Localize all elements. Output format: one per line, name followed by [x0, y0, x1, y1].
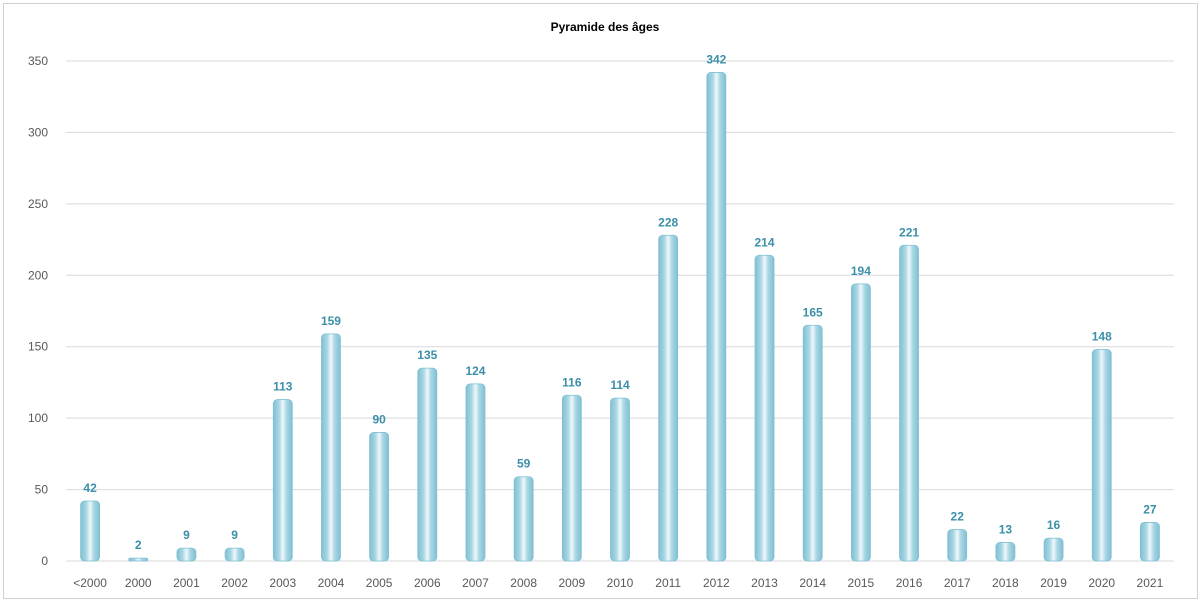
data-label-2011: 228 [658, 215, 678, 229]
x-tick-label-2013: 2013 [751, 576, 778, 590]
data-label-2005: 90 [372, 412, 386, 426]
x-tick-label-<2000: <2000 [73, 576, 107, 590]
data-label-2017: 22 [951, 510, 965, 524]
x-tick-label-2021: 2021 [1137, 576, 1164, 590]
x-tick-label-2011: 2011 [655, 576, 681, 590]
data-label-2020: 148 [1092, 330, 1112, 344]
y-tick-label: 0 [41, 554, 48, 568]
x-tick-label-2002: 2002 [221, 576, 248, 590]
data-label-2012: 342 [706, 52, 726, 66]
x-tick-label-2017: 2017 [944, 576, 971, 590]
bar-2005 [369, 432, 390, 562]
data-label-2008: 59 [517, 457, 531, 471]
y-tick-label: 100 [28, 411, 48, 425]
x-tick-label-2016: 2016 [896, 576, 923, 590]
bar-2010 [610, 397, 630, 562]
x-axis-ticks: <2000 2000 2001 2002 2003 2004 2005 2006 2007 200… [73, 576, 1163, 590]
bar-2007 [465, 383, 486, 562]
bar-2019 [1043, 537, 1064, 562]
bar-2016 [899, 244, 919, 562]
data-label-<2000: 42 [83, 481, 97, 495]
bar-2012 [706, 72, 727, 562]
x-tick-label-2004: 2004 [318, 576, 345, 590]
y-tick-label: 250 [28, 197, 48, 211]
data-label-2007: 124 [465, 364, 485, 378]
data-label-2013: 214 [755, 235, 775, 249]
x-tick-label-2000: 2000 [125, 576, 152, 590]
data-label-2001: 9 [183, 528, 190, 542]
bar-2008 [513, 476, 534, 562]
bar-2017 [947, 529, 968, 562]
data-labels: 42 2 9 9 113 159 90 135 124 59 116 114 228 342 214 165 1… [83, 52, 1157, 552]
bar-2000 [128, 557, 149, 562]
y-tick-label: 150 [28, 340, 48, 354]
x-tick-label-2007: 2007 [462, 576, 489, 590]
chart-svg: Pyramide des âges 050100150200250300350 … [28, 20, 1174, 590]
x-tick-label-2015: 2015 [848, 576, 875, 590]
x-tick-label-2005: 2005 [366, 576, 393, 590]
x-tick-label-2012: 2012 [703, 576, 730, 590]
data-label-2021: 27 [1143, 502, 1157, 516]
data-label-2014: 165 [803, 305, 823, 319]
x-tick-label-2009: 2009 [558, 576, 585, 590]
x-tick-label-2003: 2003 [269, 576, 296, 590]
chart-title: Pyramide des âges [551, 20, 660, 34]
data-label-2018: 13 [999, 522, 1013, 536]
x-tick-label-2010: 2010 [607, 576, 634, 590]
chart-frame: Pyramide des âges 0 50 100 150 200 250 300 350 … [3, 3, 1198, 599]
bar-<2000 [80, 500, 100, 562]
bar-2004 [321, 333, 341, 562]
bar-2011 [658, 234, 679, 562]
x-tick-label-2008: 2008 [510, 576, 537, 590]
bar-2020 [1091, 349, 1112, 562]
x-tick-label-2006: 2006 [414, 576, 441, 590]
y-tick-label: 350 [28, 54, 48, 68]
data-label-2019: 16 [1047, 518, 1061, 532]
bars [80, 72, 1160, 562]
data-label-2009: 116 [562, 375, 582, 389]
data-label-2006: 135 [417, 348, 437, 362]
x-tick-label-2001: 2001 [173, 576, 200, 590]
y-tick-label: 300 [28, 125, 48, 139]
bar-2021 [1140, 522, 1160, 562]
bar-2001 [176, 547, 197, 562]
data-label-2010: 114 [610, 378, 630, 392]
bar-2013 [754, 254, 775, 562]
y-axis-ticks: 0 50 100 150 200 250 300 350 [28, 54, 48, 568]
x-tick-label-2020: 2020 [1088, 576, 1115, 590]
bar-2003 [272, 399, 293, 562]
data-label-2003: 113 [273, 380, 293, 394]
bar-2002 [224, 547, 245, 562]
data-label-2016: 221 [899, 225, 919, 239]
bar-2014 [802, 324, 823, 562]
bar-2009 [561, 394, 582, 562]
y-tick-label: 50 [35, 483, 49, 497]
x-tick-label-2014: 2014 [799, 576, 826, 590]
y-tick-label: 200 [28, 268, 48, 282]
bar-2015 [850, 283, 871, 562]
data-label-2000: 2 [135, 538, 142, 552]
data-label-2015: 194 [851, 264, 871, 278]
bar-2006 [417, 367, 438, 562]
bar-2018 [995, 542, 1016, 562]
x-tick-label-2018: 2018 [992, 576, 1019, 590]
data-label-2002: 9 [231, 528, 238, 542]
x-tick-label-2019: 2019 [1040, 576, 1067, 590]
data-label-2004: 159 [321, 314, 341, 328]
